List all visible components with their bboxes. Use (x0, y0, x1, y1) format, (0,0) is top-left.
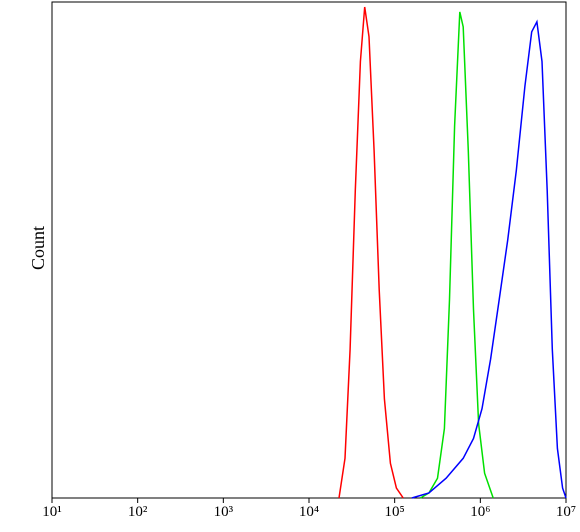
x-tick-label: 10³ (214, 504, 234, 520)
x-tick-label: 10⁵ (385, 504, 405, 520)
histogram-line (338, 6, 404, 499)
histogram-line (411, 19, 567, 499)
x-tick-label: 10⁶ (470, 504, 490, 520)
x-tick-label: 10¹ (42, 504, 62, 520)
x-tick-label: 10⁴ (299, 504, 319, 520)
histogram-line (420, 11, 494, 499)
y-axis-label: Count (28, 226, 48, 270)
x-tick-label: 10² (128, 504, 148, 520)
x-tick-label: 10⁷ (556, 504, 576, 520)
plot-frame (51, 1, 567, 499)
